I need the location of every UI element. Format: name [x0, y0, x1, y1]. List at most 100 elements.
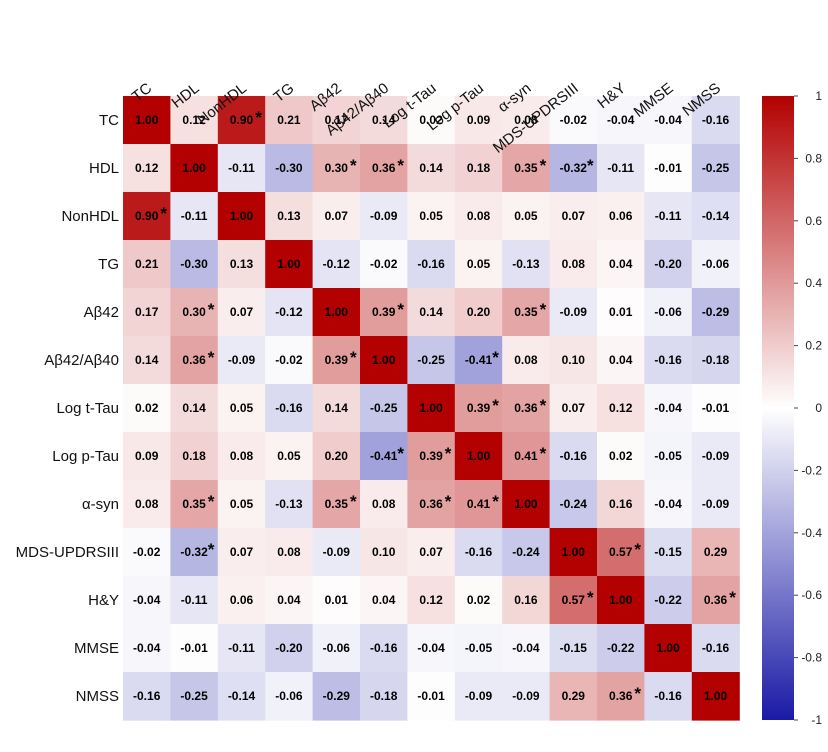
heatmap-cell-value: 0.18	[467, 161, 491, 175]
heatmap-cell	[644, 528, 693, 577]
heatmap-cell-value: 0.05	[230, 497, 254, 511]
significance-star: *	[350, 156, 357, 175]
heatmap-cell-value: 0.29	[704, 545, 728, 559]
heatmap-cell-value: -0.16	[702, 113, 730, 127]
heatmap-cell-value: 0.05	[277, 449, 301, 463]
heatmap-cell	[597, 96, 645, 145]
heatmap-cell	[691, 432, 740, 481]
heatmap-cell-value: 0.07	[562, 401, 586, 415]
heatmap-cell-value: -0.16	[654, 353, 682, 367]
heatmap-cell-value: 0.01	[609, 305, 633, 319]
heatmap-cell	[312, 144, 361, 193]
heatmap-cell	[123, 96, 171, 145]
significance-star: *	[492, 492, 499, 511]
heatmap-cell-value: -0.14	[228, 689, 256, 703]
heatmap-cell-value: -0.09	[560, 305, 588, 319]
heatmap-cell	[454, 432, 503, 481]
row-label-mmse: MMSE	[74, 640, 119, 657]
heatmap-cell-value: 0.39	[372, 305, 396, 319]
significance-star: *	[492, 396, 499, 415]
heatmap-cell	[170, 432, 219, 481]
heatmap-cell	[170, 96, 219, 145]
heatmap-cell-value: -0.09	[323, 545, 351, 559]
colorbar-tick-label: 0.8	[805, 151, 822, 165]
heatmap-cell	[644, 240, 693, 289]
heatmap-cell	[691, 240, 740, 289]
heatmap-cell	[123, 288, 171, 337]
heatmap-cell	[265, 240, 314, 289]
heatmap-cell-value: 1.00	[182, 161, 206, 175]
heatmap-cell	[170, 192, 219, 241]
heatmap-cell-value: -0.09	[465, 689, 493, 703]
heatmap-cell	[217, 336, 266, 385]
heatmap-cell	[217, 624, 266, 673]
heatmap-cell	[502, 240, 551, 289]
heatmap-cell	[454, 336, 503, 385]
heatmap-cell-value: -0.16	[370, 641, 398, 655]
heatmap-cell-value: 0.02	[135, 401, 159, 415]
heatmap-cell-value: -0.05	[654, 449, 682, 463]
heatmap-cell	[549, 672, 598, 721]
heatmap-cell-value: 0.12	[182, 113, 206, 127]
heatmap-cell-value: 0.14	[372, 113, 396, 127]
heatmap-cell	[217, 144, 266, 193]
heatmap-cell	[454, 384, 503, 433]
heatmap-cell	[502, 336, 551, 385]
heatmap-cell-value: -0.04	[512, 641, 540, 655]
row-label-log-p-tau: Log p-Tau	[52, 448, 119, 465]
heatmap-cell-value: 0.14	[182, 401, 206, 415]
significance-star: *	[397, 156, 404, 175]
heatmap-cell-value: -0.11	[181, 593, 208, 607]
heatmap-cell	[407, 384, 456, 433]
heatmap-cell-value: 0.57	[609, 545, 633, 559]
significance-star: *	[587, 588, 594, 607]
heatmap-cell-value: -0.29	[702, 305, 730, 319]
heatmap-cell-value: 0.36	[704, 593, 728, 607]
heatmap-cell-value: 0.05	[230, 401, 254, 415]
heatmap-cell-value: -0.04	[654, 401, 682, 415]
heatmap-cell	[123, 240, 171, 289]
heatmap-cell	[502, 144, 551, 193]
heatmap-cell-value: 1.00	[419, 401, 443, 415]
heatmap-cell	[170, 480, 219, 529]
heatmap-cell	[217, 528, 266, 577]
heatmap-cell	[454, 480, 503, 529]
heatmap-cell	[360, 192, 408, 241]
heatmap-cell	[454, 288, 503, 337]
heatmap-cell-value: -0.32	[560, 161, 588, 175]
colorbar-tick-label: 0.2	[805, 339, 822, 353]
heatmap-cell-value: 0.39	[467, 401, 491, 415]
heatmap-cell	[217, 192, 266, 241]
heatmap-cell-value: -0.05	[465, 641, 493, 655]
heatmap-cell	[217, 480, 266, 529]
heatmap-cell	[123, 624, 171, 673]
heatmap-cell	[312, 192, 361, 241]
heatmap-cell-value: -0.09	[702, 497, 730, 511]
heatmap-cell	[691, 480, 740, 529]
heatmap-cell-value: -0.24	[512, 545, 540, 559]
heatmap-cell-value: 0.16	[514, 593, 538, 607]
heatmap-cell	[360, 384, 408, 433]
heatmap-cell-value: 0.21	[277, 113, 301, 127]
colorbar-tick-label: 0.4	[805, 276, 822, 290]
heatmap-cell-value: -0.01	[417, 689, 445, 703]
colorbar-tick-label: -0.8	[801, 651, 822, 665]
heatmap-cell-value: 0.04	[277, 593, 301, 607]
heatmap-cell	[360, 624, 408, 673]
heatmap-cell	[170, 144, 219, 193]
heatmap-cell	[691, 528, 740, 577]
heatmap-cell	[123, 480, 171, 529]
heatmap-cell-value: 0.07	[230, 305, 254, 319]
heatmap-cell-value: -0.02	[133, 545, 161, 559]
heatmap-cell-value: 0.05	[419, 209, 443, 223]
heatmap-cell-value: 0.39	[419, 449, 443, 463]
heatmap-cell	[312, 528, 361, 577]
heatmap-cell-value: 0.02	[467, 593, 491, 607]
heatmap-cell	[549, 96, 598, 145]
significance-star: *	[397, 444, 404, 463]
heatmap-cell-value: 0.04	[372, 593, 396, 607]
heatmap-cell-value: -0.09	[512, 689, 540, 703]
heatmap-cell	[123, 192, 171, 241]
heatmap-cell-value: -0.06	[275, 689, 303, 703]
